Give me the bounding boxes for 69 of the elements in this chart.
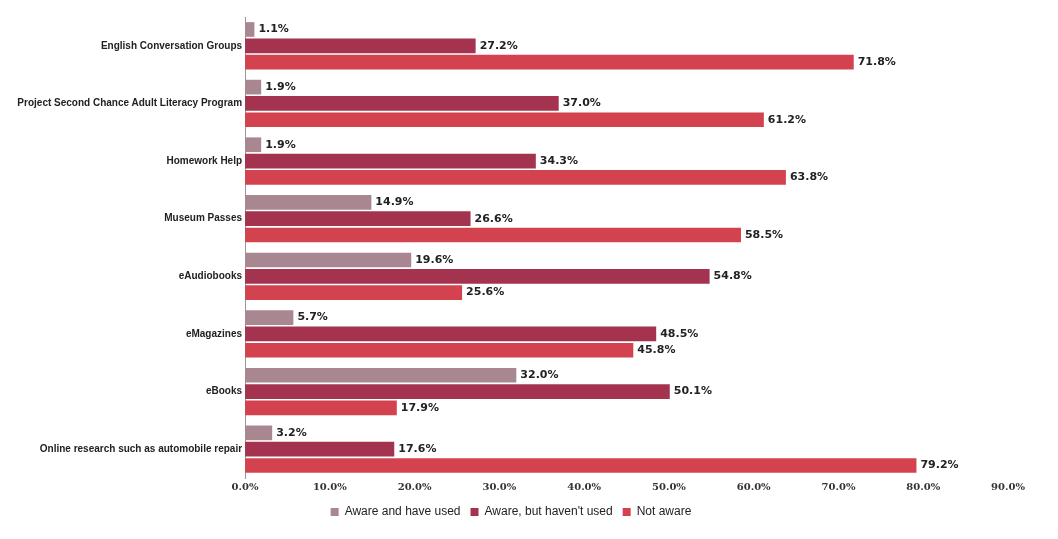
data-label: 14.9% <box>375 195 414 209</box>
y-tick-label: Online research such as automobile repair <box>39 442 243 454</box>
data-label: 1.9% <box>265 79 296 93</box>
data-label: 19.6% <box>415 252 454 266</box>
y-tick-label: English Conversation Groups <box>100 39 243 51</box>
x-tick-label: 0.0% <box>231 480 259 492</box>
x-tick-label: 10.0% <box>312 480 348 492</box>
data-label: 1.9% <box>265 137 296 151</box>
y-tick-label: Project Second Chance Adult Literacy Program <box>17 97 243 109</box>
x-tick-label: 70.0% <box>821 480 856 492</box>
x-tick-label: 50.0% <box>651 480 687 492</box>
data-label: 26.6% <box>474 211 513 225</box>
bar <box>245 425 273 441</box>
legend-label: Aware and have used <box>344 504 461 519</box>
data-label: 54.8% <box>713 269 752 283</box>
data-label: 3.2% <box>276 425 307 439</box>
data-label: 27.2% <box>479 38 518 52</box>
data-label: 17.9% <box>400 400 439 414</box>
x-tick-label: 20.0% <box>397 480 433 492</box>
data-label: 17.6% <box>398 442 437 456</box>
bar <box>245 384 670 399</box>
data-label: 25.6% <box>466 285 505 299</box>
bar <box>245 400 397 416</box>
x-tick-label: 90.0% <box>991 480 1026 492</box>
x-tick-label: 40.0% <box>567 480 602 492</box>
data-label: 48.5% <box>660 326 699 340</box>
data-label: 37.0% <box>562 96 601 110</box>
data-label: 5.7% <box>297 310 328 324</box>
bar <box>245 310 294 325</box>
y-tick-label: Museum Passes <box>164 212 243 224</box>
bar <box>245 195 372 210</box>
y-tick-label: eBooks <box>205 385 243 397</box>
data-label: 79.2% <box>920 458 959 472</box>
bar <box>245 54 854 70</box>
bar <box>245 227 741 243</box>
data-label: 34.3% <box>539 153 578 167</box>
data-label: 45.8% <box>637 343 676 357</box>
data-label: 71.8% <box>857 55 896 68</box>
bar <box>245 441 395 457</box>
x-tick-label: 60.0% <box>736 480 772 492</box>
bar <box>245 252 412 268</box>
bar <box>245 268 710 284</box>
data-label: 63.8% <box>789 170 829 184</box>
bar <box>245 326 657 342</box>
data-label: 50.1% <box>673 384 712 398</box>
y-tick-label: eMagazines <box>185 327 243 339</box>
bar <box>245 38 476 54</box>
bar <box>245 285 463 300</box>
bar <box>245 96 559 111</box>
bar <box>245 458 917 473</box>
y-tick-label: Homework Help <box>166 154 243 166</box>
y-tick-label: eAudiobooks <box>178 270 243 282</box>
data-label: 58.5% <box>744 227 784 241</box>
bar <box>245 112 764 128</box>
bar <box>245 342 634 358</box>
x-tick-label: 80.0% <box>906 480 941 492</box>
data-label: 32.0% <box>520 368 559 382</box>
bar <box>245 22 255 37</box>
x-tick-label: 30.0% <box>482 480 517 492</box>
legend-label: Not aware <box>636 504 692 519</box>
bar <box>245 367 517 383</box>
data-label: 61.2% <box>767 112 807 126</box>
bar <box>245 153 536 169</box>
data-label: 1.1% <box>258 22 289 36</box>
bar <box>245 137 262 153</box>
bar <box>245 79 262 95</box>
bar <box>245 170 786 185</box>
legend-label: Aware, but haven't used <box>484 504 613 519</box>
bar <box>245 211 471 227</box>
